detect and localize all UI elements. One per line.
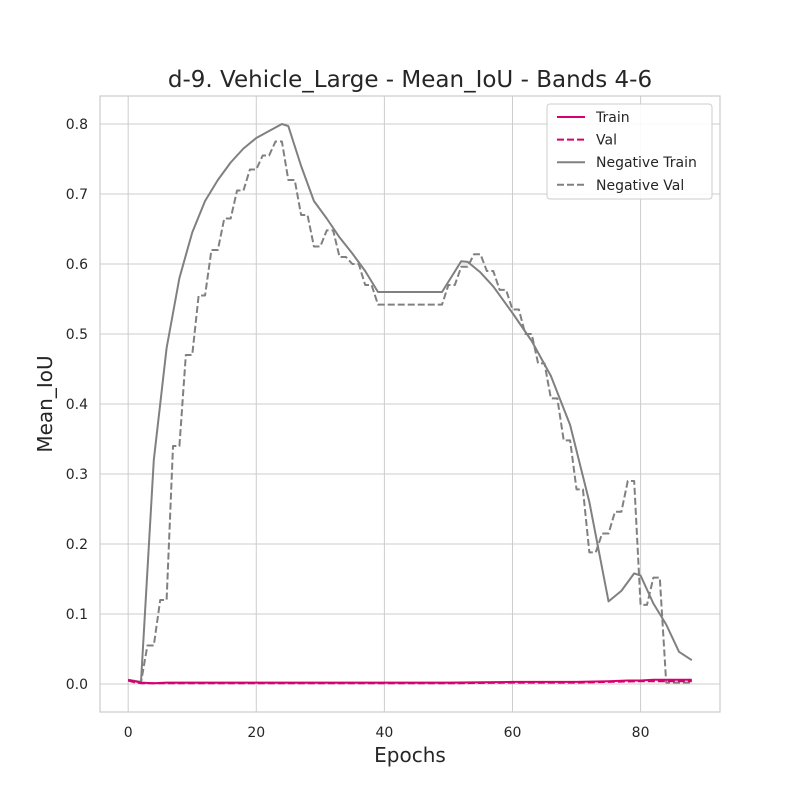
y-tick-label: 0.7: [66, 187, 88, 203]
y-tick-label: 0.3: [66, 467, 88, 483]
y-tick-label: 0.5: [66, 327, 88, 343]
y-tick-label: 0.8: [66, 117, 88, 133]
legend-box: [546, 103, 713, 200]
negative-train-series-line: [128, 123, 693, 683]
legend-label-val: Val: [596, 133, 617, 149]
train-series-line: [127, 678, 692, 685]
x-tick-label: 40: [375, 725, 393, 741]
y-tick-label: 0.6: [66, 257, 88, 273]
y-axis-label: Mean_IoU: [33, 355, 57, 452]
x-axis-label: Epochs: [374, 743, 446, 767]
legend: Train Val Negative Train Negative Val: [546, 103, 713, 200]
y-tick-label: 0.2: [66, 537, 88, 553]
chart-title: d-9. Vehicle_Large - Mean_IoU - Bands 4-…: [168, 67, 652, 93]
x-tick-label: 0: [124, 725, 133, 741]
plot-frame: [99, 95, 721, 713]
tick-labels: 0 20 40 60 80 0.0 0.1 0.2 0.3 0.4 0.5 0.6 0.7 0.8: [66, 117, 650, 741]
y-tick-label: 0.0: [66, 677, 88, 693]
y-tick-label: 0.1: [66, 607, 88, 623]
legend-entries: Train Val Negative Train Negative Val: [557, 110, 697, 194]
x-tick-label: 20: [247, 725, 265, 741]
legend-label-negative-val: Negative Val: [596, 178, 684, 194]
x-tick-label: 60: [504, 725, 522, 741]
grid: [100, 96, 720, 712]
negative-val-series-line: [127, 140, 692, 684]
y-tick-label: 0.4: [66, 397, 88, 413]
legend-label-train: Train: [595, 110, 630, 126]
legend-label-negative-train: Negative Train: [596, 155, 697, 171]
series-layer: [127, 123, 693, 685]
x-tick-label: 80: [632, 725, 650, 741]
